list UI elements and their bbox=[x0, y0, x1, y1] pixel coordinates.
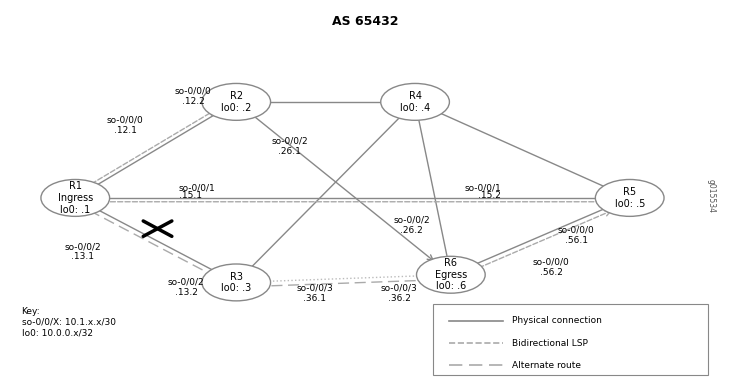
Text: R6
Egress
lo0: .6: R6 Egress lo0: .6 bbox=[435, 258, 467, 291]
Text: so-0/0/3
.36.2: so-0/0/3 .36.2 bbox=[381, 283, 418, 303]
Circle shape bbox=[202, 83, 271, 120]
Text: .15.2: .15.2 bbox=[478, 192, 501, 200]
Text: Alternate route: Alternate route bbox=[512, 361, 580, 370]
Text: R1
Ingress
lo0: .1: R1 Ingress lo0: .1 bbox=[58, 181, 93, 214]
Text: so-0/0/1: so-0/0/1 bbox=[464, 184, 501, 193]
Text: .15.1: .15.1 bbox=[179, 192, 202, 200]
Circle shape bbox=[202, 264, 271, 301]
Text: so-0/0/2
.13.2: so-0/0/2 .13.2 bbox=[168, 278, 204, 297]
Text: so-0/0/2
.26.2: so-0/0/2 .26.2 bbox=[393, 215, 430, 234]
Text: so-0/0/2
.13.1: so-0/0/2 .13.1 bbox=[64, 242, 101, 261]
FancyBboxPatch shape bbox=[433, 303, 708, 375]
Text: so-0/0/0
.12.2: so-0/0/0 .12.2 bbox=[175, 86, 212, 106]
Text: Bidirectional LSP: Bidirectional LSP bbox=[512, 339, 588, 348]
Text: AS 65432: AS 65432 bbox=[331, 15, 399, 29]
Text: Physical connection: Physical connection bbox=[512, 316, 602, 325]
Circle shape bbox=[381, 83, 450, 120]
Text: so-0/0/0
.12.1: so-0/0/0 .12.1 bbox=[107, 115, 144, 134]
Text: so-0/0/2
.26.1: so-0/0/2 .26.1 bbox=[272, 136, 308, 156]
Text: R4
lo0: .4: R4 lo0: .4 bbox=[400, 91, 430, 113]
Text: R2
lo0: .2: R2 lo0: .2 bbox=[221, 91, 251, 113]
Text: so-0/0/3
.36.1: so-0/0/3 .36.1 bbox=[296, 283, 334, 303]
Text: so-0/0/0
.56.1: so-0/0/0 .56.1 bbox=[558, 225, 594, 245]
Text: R3
lo0: .3: R3 lo0: .3 bbox=[221, 272, 251, 293]
Text: so-0/0/1: so-0/0/1 bbox=[179, 184, 216, 193]
Text: R5
lo0: .5: R5 lo0: .5 bbox=[615, 187, 645, 209]
Text: Key:
so-0/0/X: 10.1.x.x/30
lo0: 10.0.0.x/32: Key: so-0/0/X: 10.1.x.x/30 lo0: 10.0.0.x… bbox=[22, 307, 115, 337]
Text: so-0/0/0
.56.2: so-0/0/0 .56.2 bbox=[533, 258, 569, 277]
Circle shape bbox=[41, 180, 110, 216]
Text: g015534: g015534 bbox=[707, 179, 715, 213]
Circle shape bbox=[417, 256, 485, 293]
Circle shape bbox=[596, 180, 664, 216]
